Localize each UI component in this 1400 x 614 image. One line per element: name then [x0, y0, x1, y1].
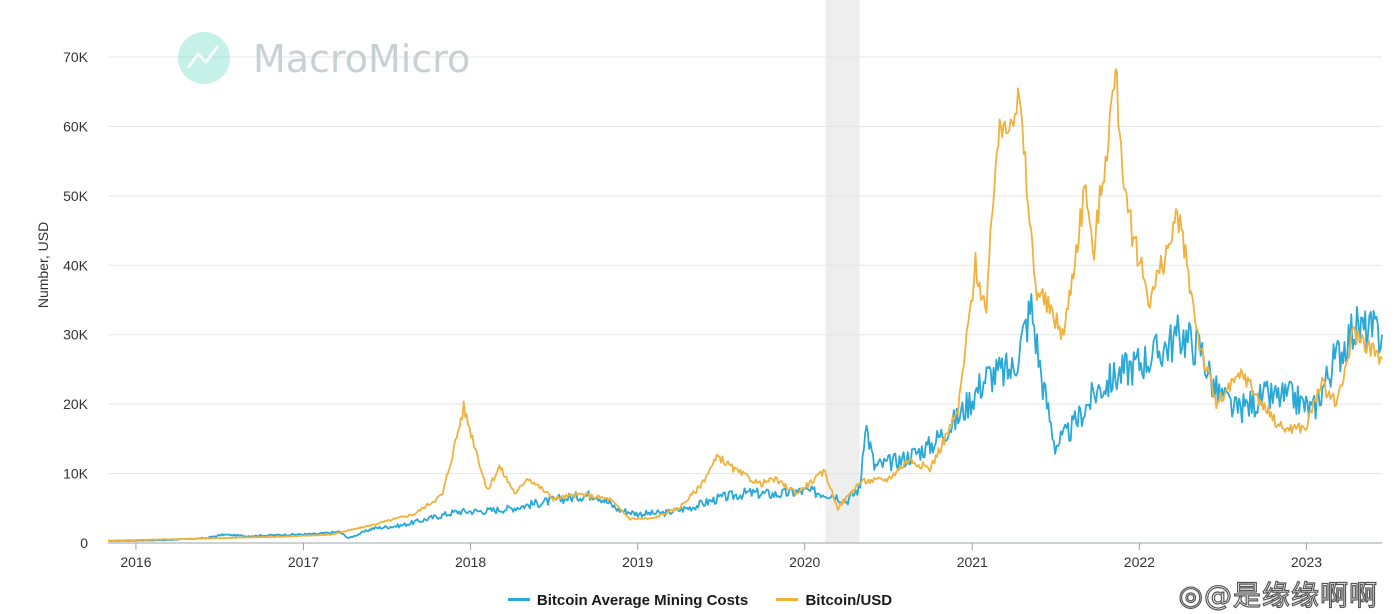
legend-label: Bitcoin Average Mining Costs	[536, 592, 749, 609]
legend-label: Bitcoin/USD	[805, 592, 893, 609]
social-watermark: ◎@是缘缘啊啊	[1178, 574, 1378, 614]
y-axis: 0 10K 20K 30K 40K 50K 60K 70K	[63, 49, 89, 551]
y-tick-label: 40K	[63, 257, 89, 273]
series-line-mining-costs	[108, 293, 1383, 542]
legend-swatch	[776, 597, 799, 601]
x-tick-label: 2020	[789, 554, 820, 570]
y-tick-label: 10K	[63, 466, 89, 482]
watermark-trend-icon	[186, 45, 220, 69]
x-tick-label: 2022	[1124, 554, 1155, 570]
shaded-period-band	[825, 0, 860, 543]
y-tick-label: 70K	[63, 49, 89, 65]
y-tick-label: 20K	[63, 396, 89, 412]
y-axis-label: Number, USD	[35, 222, 51, 308]
x-tick-label: 2018	[455, 554, 486, 570]
y-tick-label: 30K	[63, 327, 89, 343]
y-gridlines	[108, 56, 1382, 544]
x-tick-label: 2021	[957, 554, 988, 570]
legend: Bitcoin Average Mining Costs Bitcoin/USD	[0, 592, 1400, 609]
x-tick-label: 2016	[120, 554, 151, 570]
x-tick-label: 2023	[1291, 554, 1322, 570]
x-tick-label: 2017	[288, 554, 319, 570]
watermark-logo: MacroMicro	[178, 32, 470, 84]
legend-item-bitcoin-usd[interactable]: Bitcoin/USD	[776, 592, 892, 609]
series-line-bitcoin-usd	[107, 68, 1383, 542]
legend-swatch	[507, 597, 530, 601]
shaded-period	[825, 0, 860, 543]
x-axis: 2016 2017 2018 2019 2020 2021 2022 2023	[120, 543, 1322, 570]
watermark-text: MacroMicro	[253, 37, 470, 81]
series-lines	[107, 68, 1383, 542]
x-tick-label: 2019	[622, 554, 653, 570]
y-tick-label: 0	[80, 535, 88, 551]
y-tick-label: 60K	[63, 118, 89, 134]
social-watermark-text: @是缘缘啊啊	[1203, 578, 1378, 612]
weibo-icon: ◎	[1178, 578, 1204, 612]
y-tick-label: 50K	[63, 188, 89, 204]
legend-item-mining-costs[interactable]: Bitcoin Average Mining Costs	[507, 592, 749, 609]
